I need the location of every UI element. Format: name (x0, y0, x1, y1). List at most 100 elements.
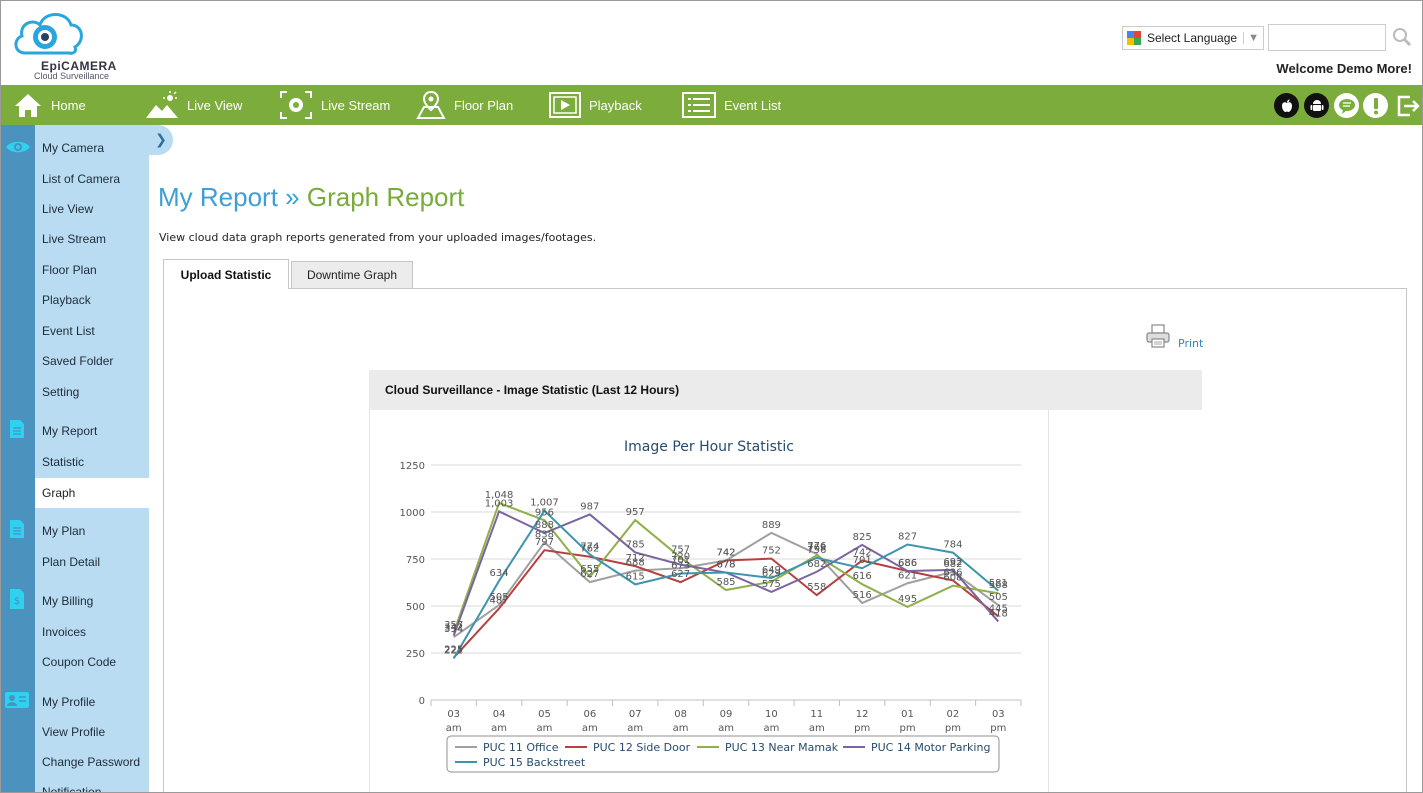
data-label: 225 (444, 645, 463, 656)
data-label: 776 (807, 541, 826, 552)
sidebar-item-live-view[interactable]: Live View (35, 194, 149, 224)
sidebar-item-saved-folder[interactable]: Saved Folder (35, 346, 149, 376)
breadcrumb-separator: » (285, 182, 300, 212)
nav-event-list[interactable]: Event List (682, 85, 781, 125)
data-label: 627 (580, 569, 599, 580)
sidebar-item-label: Floor Plan (42, 263, 97, 277)
logout-glyph (1397, 95, 1420, 116)
sidebar-item-list-of-camera[interactable]: List of Camera (35, 164, 149, 194)
live-view-icon (146, 91, 178, 118)
sidebar-item-setting[interactable]: Setting (35, 377, 149, 407)
android-icon[interactable] (1304, 93, 1329, 118)
sidebar-item-my-billing[interactable]: My Billing (35, 586, 149, 616)
tab-upload-statistic[interactable]: Upload Statistic (163, 259, 289, 289)
billing-dollar-icon: $ (10, 589, 24, 609)
epicamera-logo[interactable]: EpiCAMERA Cloud Surveillance (11, 7, 141, 81)
welcome-message: Welcome Demo More! (1276, 61, 1412, 76)
data-label: 769 (807, 542, 826, 553)
sidebar-item-my-camera[interactable]: My Camera (35, 133, 149, 163)
sidebar-item-graph[interactable]: Graph (35, 478, 149, 508)
x-tick-label: 03 am (446, 709, 462, 734)
data-label: 692 (943, 557, 962, 568)
nav-floor-plan[interactable]: Floor Plan (416, 85, 513, 125)
sidebar-item-label: My Profile (42, 695, 96, 709)
data-label: 558 (807, 582, 826, 593)
data-label: 686 (898, 558, 917, 569)
sidebar-item-invoices[interactable]: Invoices (35, 617, 149, 647)
sidebar-item-notification[interactable]: Notification (35, 777, 149, 792)
sidebar-item-label: Saved Folder (42, 354, 114, 368)
sidebar-item-statistic[interactable]: Statistic (35, 447, 149, 477)
sidebar-item-playback[interactable]: Playback (35, 285, 149, 315)
chat-icon[interactable] (1334, 93, 1359, 118)
sidebar-item-label: Setting (42, 385, 80, 399)
sidebar-item-label: Change Password (42, 755, 141, 769)
sidebar-item-event-list[interactable]: Event List (35, 316, 149, 346)
sidebar-item-label: Playback (42, 293, 91, 307)
sidebar-item-plan-detail[interactable]: Plan Detail (35, 547, 149, 577)
legend-label[interactable]: PUC 13 Near Mamak (725, 741, 839, 754)
sidebar-item-label: Graph (42, 486, 76, 500)
data-label: 621 (898, 570, 917, 581)
data-label: 720 (671, 552, 690, 563)
x-tick-label: 03 pm (990, 709, 1006, 734)
tab-downtime-graph[interactable]: Downtime Graph (291, 261, 413, 288)
sidebar-item-coupon-code[interactable]: Coupon Code (35, 647, 149, 677)
sidebar-collapse-toggle[interactable]: ❯ (149, 125, 173, 155)
sidebar-menu (35, 125, 149, 792)
sidebar-item-label: My Report (42, 424, 98, 438)
nav-live-view[interactable]: Live View (145, 85, 242, 125)
data-label: 418 (989, 608, 1008, 619)
x-tick-label: 07 am (627, 709, 643, 734)
sidebar-item-view-profile[interactable]: View Profile (35, 717, 149, 747)
data-label: 838 (535, 529, 554, 540)
data-label: 742 (853, 548, 872, 559)
sidebar-item-floor-plan[interactable]: Floor Plan (35, 255, 149, 285)
alert-icon[interactable] (1363, 93, 1388, 118)
y-tick-label: 0 (419, 696, 425, 707)
language-select-label: Select Language (1147, 31, 1238, 45)
series-line[interactable] (452, 501, 999, 634)
sidebar-item-live-stream[interactable]: Live Stream (35, 224, 149, 254)
legend-label[interactable]: PUC 12 Side Door (593, 741, 691, 754)
nav-playback[interactable]: Playback (549, 85, 642, 125)
report-document-icon (10, 420, 24, 438)
data-label: 627 (671, 569, 690, 580)
android-glyph (1310, 99, 1323, 111)
sidebar-item-label: View Profile (42, 725, 106, 739)
sidebar-item-my-profile[interactable]: My Profile (35, 687, 149, 717)
data-label: 987 (580, 501, 599, 512)
chart-legend[interactable]: PUC 11 Office PUC 12 Side Door PUC 13 Near… (446, 735, 1000, 773)
legend-label[interactable]: PUC 11 Office (483, 741, 559, 754)
search-input[interactable] (1268, 24, 1386, 51)
nav-home[interactable]: Home (13, 85, 86, 125)
logo-tagline: Cloud Surveillance (34, 71, 110, 81)
legend-label[interactable]: PUC 14 Motor Parking (871, 741, 990, 754)
language-select[interactable]: Select Language ▼ (1122, 26, 1264, 50)
data-label: 712 (626, 553, 645, 564)
search-icon[interactable] (1392, 27, 1412, 47)
playback-icon (549, 92, 581, 118)
nav-live-stream[interactable]: Live Stream (279, 85, 390, 125)
sidebar-item-my-report[interactable]: My Report (35, 416, 149, 446)
event-list-icon (682, 92, 716, 118)
x-tick-label: 02 pm (945, 709, 961, 734)
data-label: 688 (626, 558, 645, 569)
printer-icon[interactable] (1146, 324, 1170, 348)
logout-icon[interactable] (1395, 93, 1420, 118)
sidebar-item-my-plan[interactable]: My Plan (35, 516, 149, 546)
data-label: 487 (490, 595, 509, 606)
y-tick-label: 1000 (400, 508, 425, 519)
apple-icon[interactable] (1274, 93, 1299, 118)
legend-label[interactable]: PUC 15 Backstreet (483, 756, 586, 769)
nav-home-label: Home (51, 97, 86, 113)
print-link[interactable]: Print (1178, 337, 1204, 350)
sidebar-item-label: Plan Detail (42, 555, 101, 569)
sidebar-item-change-password[interactable]: Change Password (35, 747, 149, 777)
breadcrumb-my-report[interactable]: My Report (158, 182, 278, 212)
svg-text:$: $ (14, 596, 20, 607)
series-line[interactable] (452, 509, 999, 659)
data-label: 774 (580, 541, 599, 552)
data-label: 1,003 (485, 498, 514, 509)
